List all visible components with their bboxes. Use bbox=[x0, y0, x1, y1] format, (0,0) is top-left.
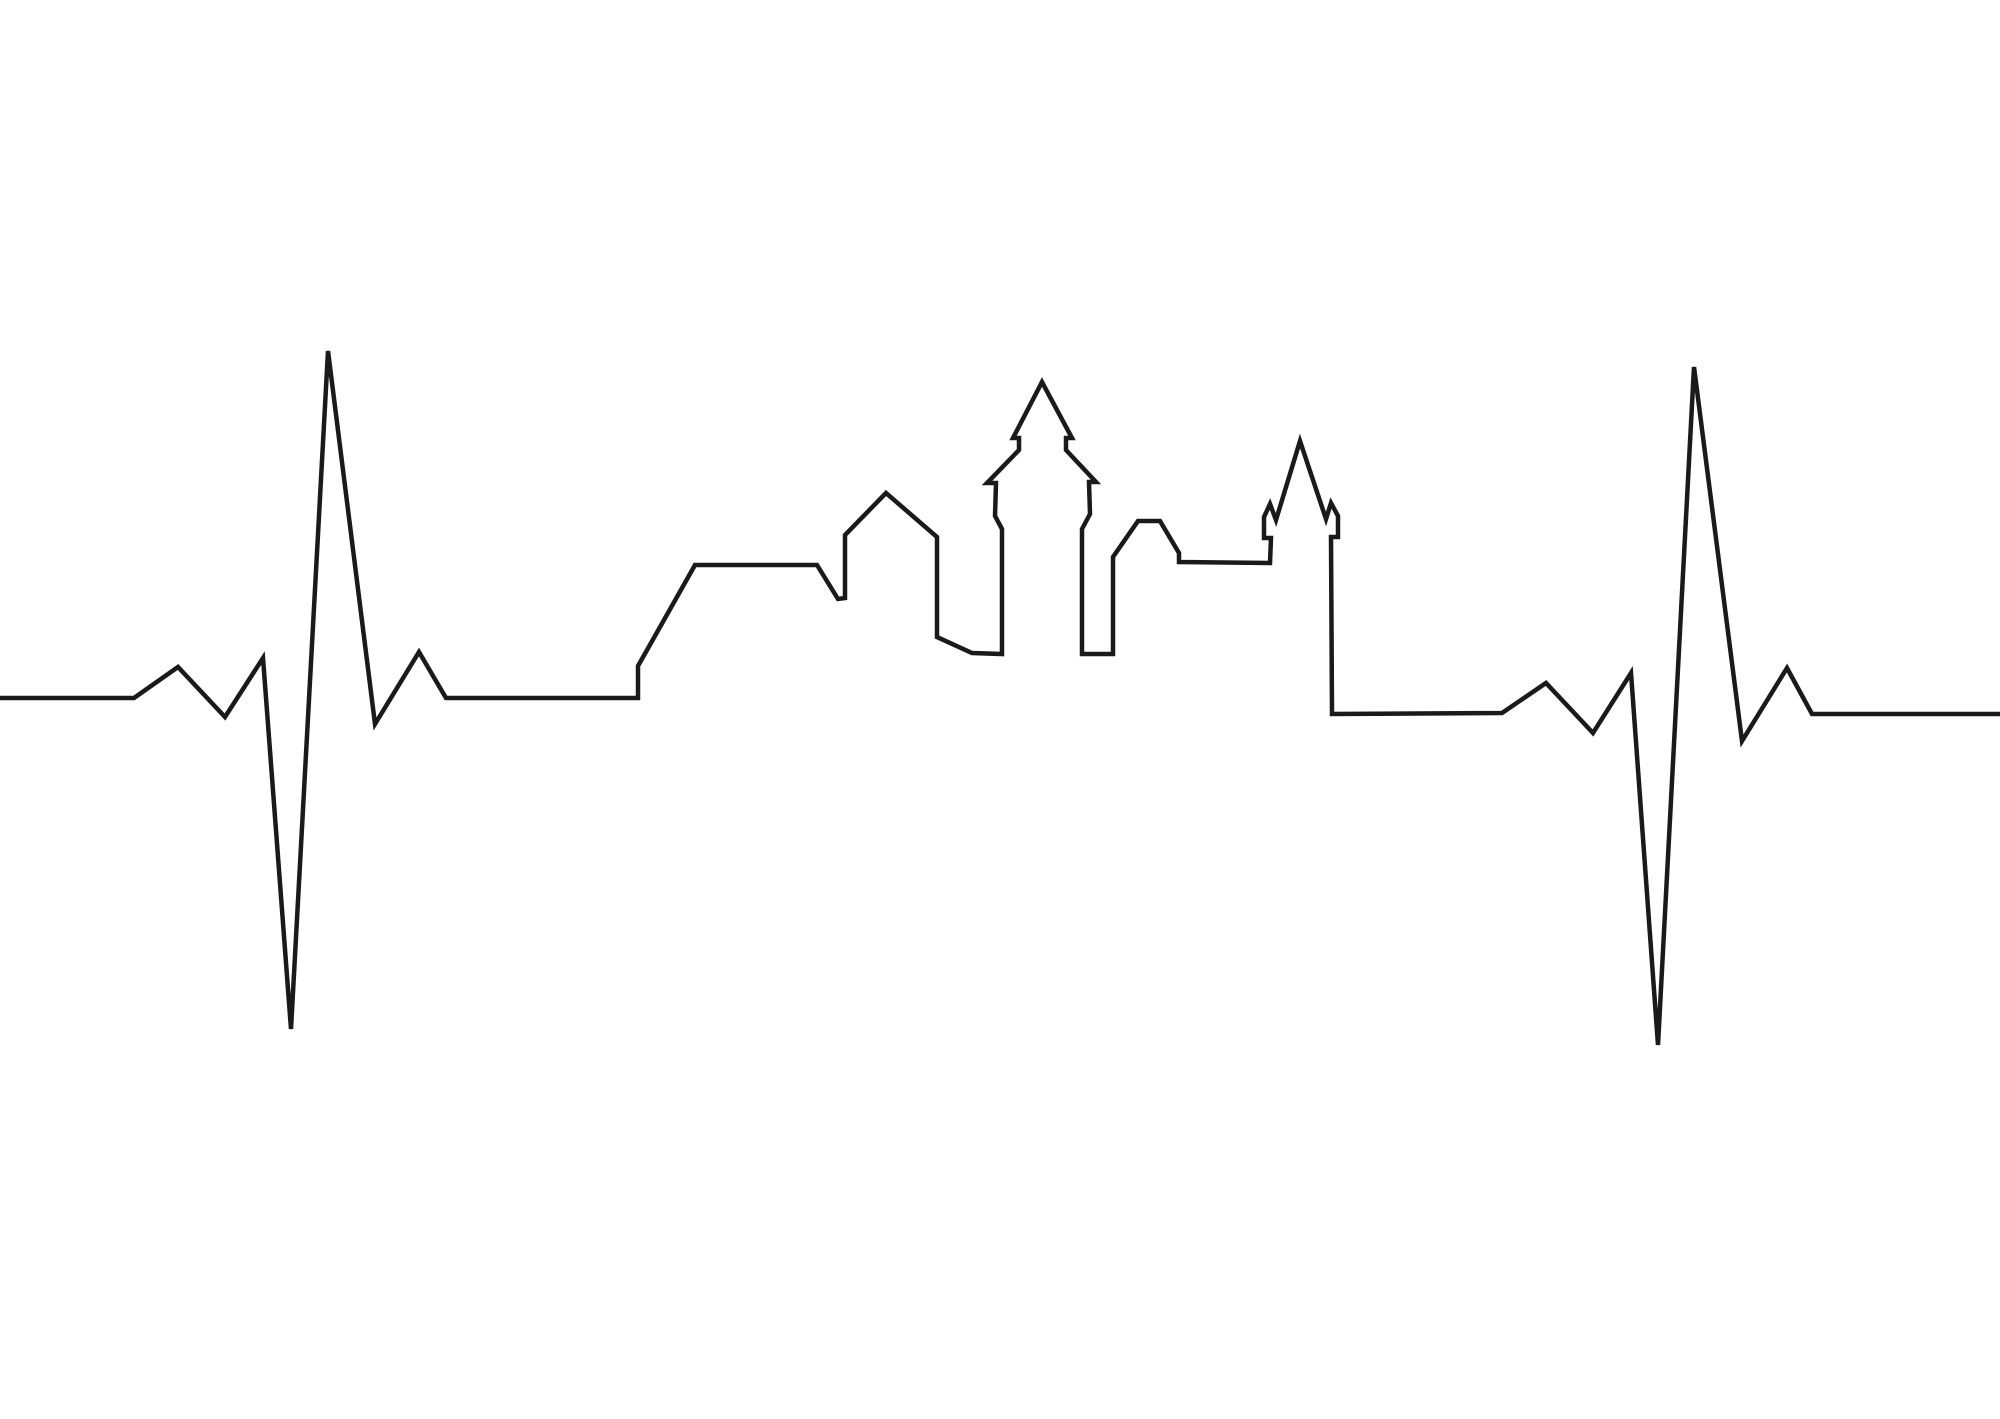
ecg-line-left bbox=[0, 350, 2000, 1046]
